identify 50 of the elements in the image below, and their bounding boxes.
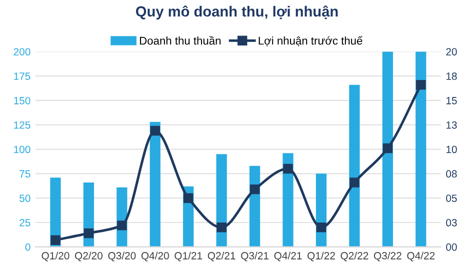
bar xyxy=(416,52,426,247)
point xyxy=(117,220,127,230)
y-tick-label: 50 xyxy=(20,194,30,202)
point xyxy=(216,222,226,232)
bar xyxy=(349,84,360,247)
chart-title: Quy mô doanh thu, lợi nhuận xyxy=(136,6,338,20)
y-tick-label: 25 xyxy=(20,219,30,226)
x-tick-label: Q3/22 xyxy=(374,252,402,262)
x-tick-label: Q3/21 xyxy=(241,252,268,262)
x-tick-label: Q1/21 xyxy=(174,252,202,262)
x-tick-label: Q4/21 xyxy=(274,252,302,262)
bar xyxy=(282,153,294,247)
point xyxy=(283,164,293,174)
legend-label: Doanh thu thuần xyxy=(140,36,221,45)
x-tick-label: Q2/20 xyxy=(75,252,102,262)
y2-tick-label: 08 xyxy=(446,170,457,178)
y-tick-label: 125 xyxy=(14,121,30,129)
y2-tick-label: 15 xyxy=(446,97,457,104)
point xyxy=(416,80,426,90)
y2-tick-label: 13 xyxy=(446,121,457,129)
y-tick-label: 175 xyxy=(14,72,30,80)
point xyxy=(250,184,260,194)
point xyxy=(150,126,160,136)
x-tick-label: Q1/20 xyxy=(42,252,70,262)
point xyxy=(183,193,194,203)
bar xyxy=(382,52,393,247)
y-tick-label: 150 xyxy=(14,96,30,104)
x-tick-label: Q2/22 xyxy=(340,252,368,262)
y2-tick-label: 03 xyxy=(446,219,457,226)
x-tick-label: Q1/22 xyxy=(308,252,335,262)
y-tick-label: 0 xyxy=(25,243,30,251)
x-tick-label: Q4/22 xyxy=(407,252,435,262)
point xyxy=(350,178,360,188)
y2-tick-label: 10 xyxy=(446,146,457,154)
y2-tick-label: 00 xyxy=(446,243,457,251)
x-tick-label: Q3/20 xyxy=(108,252,136,262)
point xyxy=(50,235,60,245)
y2-tick-label: 05 xyxy=(446,194,457,202)
legend-label: Lợi nhuận trước thuế xyxy=(258,36,363,46)
y-tick-label: 100 xyxy=(14,146,30,154)
y-tick-label: 75 xyxy=(20,170,30,178)
y-tick-label: 200 xyxy=(14,48,30,56)
y2-tick-label: 20 xyxy=(446,48,457,56)
point xyxy=(316,222,326,232)
point xyxy=(382,143,393,154)
x-tick-label: Q2/21 xyxy=(208,252,236,262)
y2-tick-label: 18 xyxy=(446,72,457,80)
point xyxy=(84,228,94,238)
x-tick-label: Q4/20 xyxy=(141,252,169,262)
bar xyxy=(150,122,160,247)
